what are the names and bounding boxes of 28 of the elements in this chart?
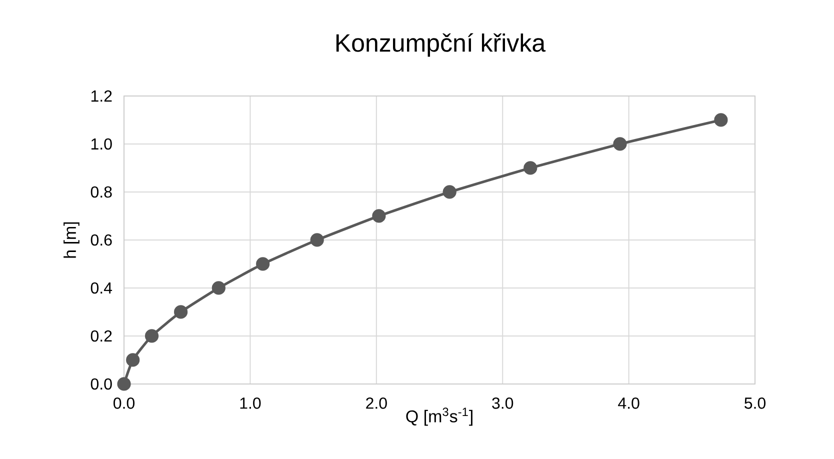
y-tick-label: 0.0 [90,378,112,390]
point [372,209,386,223]
x-tick-label: 2.0 [366,398,387,409]
x-axis-title: Q [m$^{3}$s$^{-1}$] [406,408,472,426]
y-tick-label: 0.4 [90,282,112,294]
point [212,281,226,295]
point [126,353,140,367]
y-tick-label: 0.8 [90,186,112,198]
point [613,137,627,151]
x-tick-label: 3.0 [492,398,514,409]
y-tick-label: 1.2 [91,90,112,102]
y-axis-title: h [m] [64,222,80,258]
x-tick-label: 4.0 [618,398,640,409]
x-tick-label: 0.0 [114,398,135,409]
point [524,161,538,175]
point [714,113,728,127]
point [144,329,159,343]
chart-title: Konzumpční křivka [336,33,546,57]
point [117,377,131,391]
x-tick-label: 5.0 [744,398,766,409]
x-tick-label: 1.0 [240,398,261,409]
point [310,233,324,247]
y-tick-label: 0.6 [90,234,112,246]
point [256,257,270,271]
y-tick-label: 1.0 [91,138,112,150]
point [174,305,188,319]
point [442,185,456,199]
y-tick-label: 0.2 [90,330,112,342]
